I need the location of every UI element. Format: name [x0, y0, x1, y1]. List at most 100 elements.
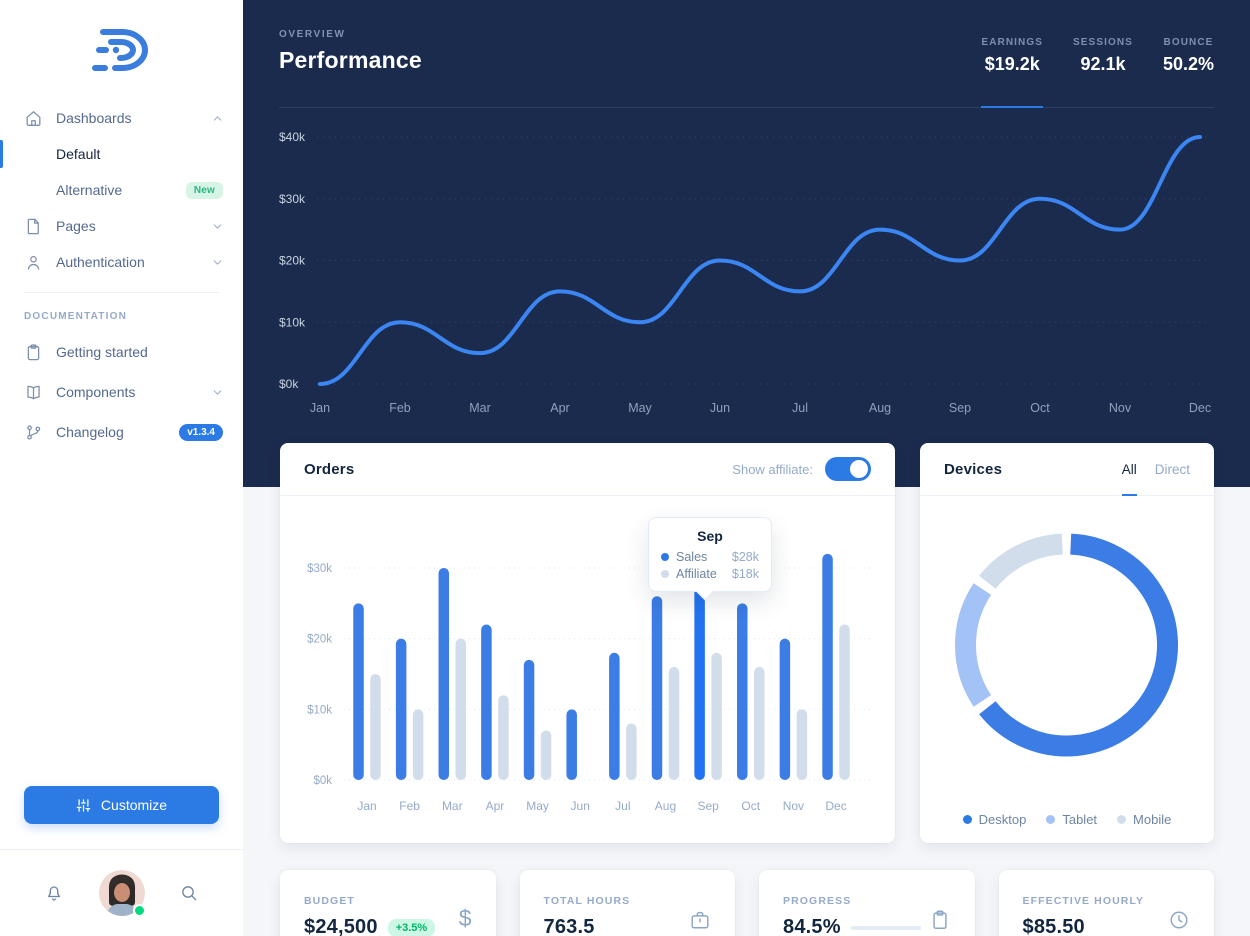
sidebar-item-dashboards[interactable]: Dashboards: [0, 100, 243, 136]
sidebar-item-components[interactable]: Components: [0, 372, 243, 412]
tab-all[interactable]: All: [1121, 443, 1137, 496]
svg-text:Sep: Sep: [697, 799, 719, 813]
svg-text:Nov: Nov: [783, 799, 804, 813]
sidebar-item-label: Pages: [56, 218, 96, 234]
sidebar-item-label: Getting started: [56, 344, 148, 360]
version-badge: v1.3.4: [179, 423, 223, 441]
kpi-change-badge: +3.5%: [387, 918, 436, 936]
affiliate-dot: [661, 570, 669, 578]
git-branch-icon: [24, 423, 43, 442]
sidebar: Dashboards Default Alternative New Pages: [0, 0, 243, 936]
legend-label: Tablet: [1062, 812, 1098, 827]
kpi-value: 763.5: [543, 916, 595, 936]
stat-label: SESSIONS: [1073, 37, 1133, 48]
customize-button-label: Customize: [100, 797, 168, 813]
svg-text:$10k: $10k: [279, 315, 306, 329]
legend-label: Desktop: [978, 812, 1027, 827]
online-status-dot: [132, 904, 146, 917]
kpi-value: $24,500: [304, 916, 378, 936]
hero-header: OVERVIEW Performance EARNINGS $19.2k SES…: [279, 0, 1214, 108]
stat-tab-sessions[interactable]: SESSIONS 92.1k: [1073, 0, 1133, 107]
legend-item-desktop: Desktop: [962, 812, 1027, 827]
briefcase-icon: [689, 909, 711, 936]
svg-text:$0k: $0k: [279, 377, 299, 391]
performance-hero: OVERVIEW Performance EARNINGS $19.2k SES…: [243, 0, 1250, 487]
tooltip-month: Sep: [697, 528, 723, 544]
customize-button[interactable]: Customize: [24, 786, 219, 824]
sidebar-item-label: Dashboards: [56, 110, 132, 126]
sidebar-spacer: [0, 452, 243, 786]
budget-card: BUDGET $24,500 +3.5% $: [280, 870, 496, 936]
devices-card-header: Devices All Direct: [920, 443, 1214, 496]
sidebar-item-label: Alternative: [56, 182, 123, 198]
sidebar-item-pages[interactable]: Pages: [0, 208, 243, 244]
home-icon: [24, 109, 43, 128]
devices-card: Devices All Direct Desktop Tablet Mobile: [920, 443, 1214, 843]
sidebar-item-authentication[interactable]: Authentication: [0, 244, 243, 280]
svg-text:Apr: Apr: [550, 401, 569, 415]
stat-tab-bounce[interactable]: BOUNCE 50.2%: [1163, 0, 1214, 107]
tooltip-label: Sales: [676, 550, 708, 564]
legend-item-tablet: Tablet: [1046, 812, 1097, 827]
tablet-dot: [1046, 815, 1056, 824]
sidebar-item-default[interactable]: Default: [0, 136, 243, 172]
kpi-row: BUDGET $24,500 +3.5% $ TOTAL HOURS 763.5…: [280, 870, 1214, 936]
user-avatar[interactable]: [98, 870, 146, 917]
page-title: Performance: [279, 47, 422, 73]
clipboard-icon: [24, 343, 43, 362]
brand-logo-icon: [91, 29, 148, 71]
affiliate-toggle[interactable]: [825, 457, 871, 481]
svg-text:Mar: Mar: [469, 401, 491, 415]
affiliate-toggle-group: Show affiliate:: [732, 457, 871, 481]
chevron-down-icon: [212, 257, 223, 268]
sidebar-item-label: Authentication: [56, 254, 145, 270]
affiliate-toggle-label: Show affiliate:: [732, 461, 813, 477]
tab-direct[interactable]: Direct: [1154, 461, 1190, 477]
stat-tab-earnings[interactable]: EARNINGS $19.2k: [981, 0, 1043, 108]
kpi-label: EFFECTIVE HOURLY: [1022, 895, 1145, 907]
legend-label: Mobile: [1133, 812, 1172, 827]
tooltip-label: Affiliate: [676, 567, 717, 581]
svg-text:Jul: Jul: [615, 799, 630, 813]
performance-line-chart: $0k $10k $20k $30k $40k Jan Feb Mar Apr May Jun Jul…: [279, 130, 1211, 415]
documentation-section-label: DOCUMENTATION: [24, 311, 127, 322]
search-icon[interactable]: [179, 883, 199, 903]
kpi-label: PROGRESS: [783, 895, 852, 907]
main-content: OVERVIEW Performance EARNINGS $19.2k SES…: [243, 0, 1250, 936]
budget-card-body: BUDGET $24,500 +3.5%: [304, 895, 436, 936]
hero-stats: EARNINGS $19.2k SESSIONS 92.1k BOUNCE 50…: [981, 0, 1214, 108]
svg-text:$30k: $30k: [307, 563, 332, 575]
svg-text:Dec: Dec: [825, 799, 846, 813]
svg-text:Aug: Aug: [869, 401, 891, 415]
tooltip-value: $18k: [731, 567, 759, 581]
stat-label: BOUNCE: [1163, 37, 1214, 48]
svg-text:Oct: Oct: [741, 799, 760, 813]
svg-text:Dec: Dec: [1189, 401, 1211, 415]
svg-text:Apr: Apr: [486, 799, 505, 813]
svg-text:Jan: Jan: [357, 799, 376, 813]
chevron-down-icon: [212, 387, 223, 398]
new-badge: New: [185, 181, 223, 199]
sidebar-item-alternative[interactable]: Alternative New: [0, 172, 243, 208]
tooltip-row-sales: Sales $28k: [661, 550, 759, 564]
orders-card: Orders Show affiliate: $0k $10k $20k $30k Ja…: [280, 443, 895, 843]
effective-hourly-card: EFFECTIVE HOURLY $85.50: [998, 870, 1214, 936]
hero-titles: OVERVIEW Performance: [279, 0, 422, 107]
progress-card-body: PROGRESS 84.5%: [783, 895, 921, 936]
bell-icon[interactable]: [44, 883, 64, 903]
svg-text:Jan: Jan: [310, 401, 330, 415]
chevron-down-icon: [212, 221, 223, 232]
progress-bar: [850, 925, 921, 930]
svg-text:$10k: $10k: [307, 704, 332, 716]
svg-text:$40k: $40k: [279, 130, 306, 144]
stat-value: 92.1k: [1080, 54, 1126, 74]
kpi-label: BUDGET: [304, 895, 355, 907]
devices-card-title: Devices: [944, 460, 1003, 478]
orders-card-title: Orders: [304, 460, 355, 478]
brand-logo[interactable]: [0, 0, 243, 100]
sidebar-item-changelog[interactable]: Changelog v1.3.4: [0, 412, 243, 452]
svg-text:Feb: Feb: [399, 799, 420, 813]
devices-legend: Desktop Tablet Mobile: [920, 812, 1214, 827]
dollar-icon: $: [458, 905, 472, 931]
sidebar-item-getting-started[interactable]: Getting started: [0, 332, 243, 372]
